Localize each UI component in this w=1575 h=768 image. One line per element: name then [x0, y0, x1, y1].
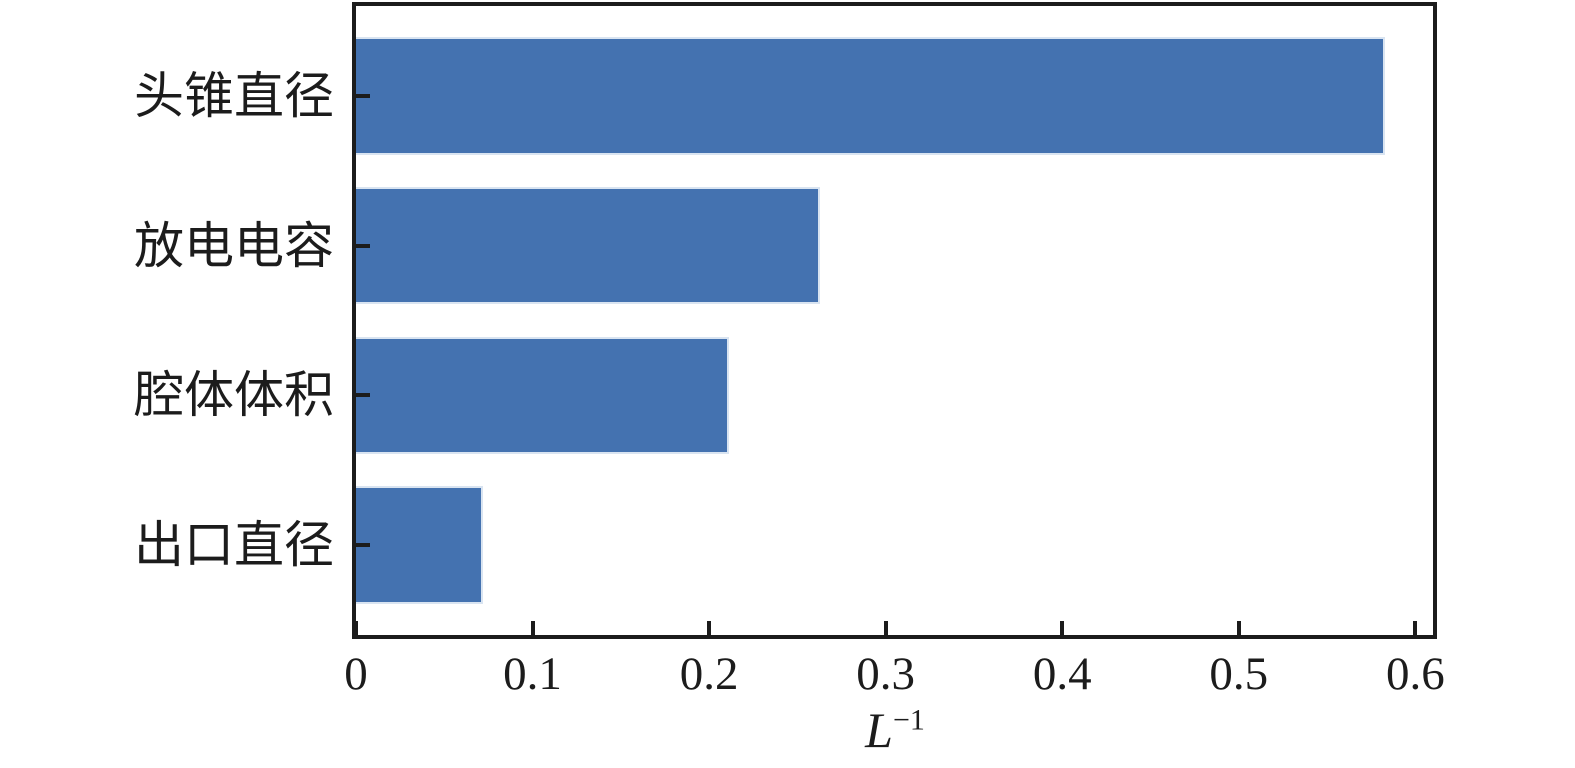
x-tick-label-0: 0 — [344, 648, 368, 700]
x-axis-title-base: L — [865, 702, 893, 758]
y-category-label-0: 头锥直径 — [134, 67, 334, 124]
bar-0 — [356, 37, 1386, 155]
y-tick-2 — [356, 393, 370, 398]
y-category-label-1: 放电电容 — [134, 217, 334, 274]
y-tick-1 — [356, 243, 370, 248]
x-tick-label-1: 0.1 — [503, 648, 562, 700]
x-axis-title: L−1 — [795, 702, 995, 758]
x-tick-4 — [1060, 621, 1065, 635]
y-tick-0 — [356, 93, 370, 98]
bar-1 — [356, 186, 821, 305]
x-tick-2 — [707, 621, 712, 635]
y-category-label-2: 腔体体积 — [134, 367, 334, 424]
x-tick-label-3: 0.3 — [856, 648, 916, 700]
y-tick-3 — [356, 543, 370, 548]
x-tick-label-6: 0.6 — [1385, 648, 1445, 700]
y-category-label-3: 出口直径 — [134, 517, 334, 574]
x-tick-6 — [1413, 621, 1418, 635]
bar-2 — [356, 336, 729, 455]
bar-3 — [356, 486, 484, 604]
x-axis-title-exponent: −1 — [892, 703, 925, 737]
x-tick-3 — [883, 621, 888, 635]
x-tick-label-4: 0.4 — [1032, 648, 1092, 700]
plot-area — [352, 2, 1437, 639]
x-tick-label-2: 0.2 — [679, 648, 739, 700]
x-tick-label-5: 0.5 — [1209, 648, 1269, 700]
x-tick-0 — [354, 621, 358, 635]
x-tick-1 — [530, 621, 535, 635]
x-tick-5 — [1236, 621, 1241, 635]
y-axis-labels: 头锥直径放电电容腔体体积出口直径 — [0, 0, 334, 768]
